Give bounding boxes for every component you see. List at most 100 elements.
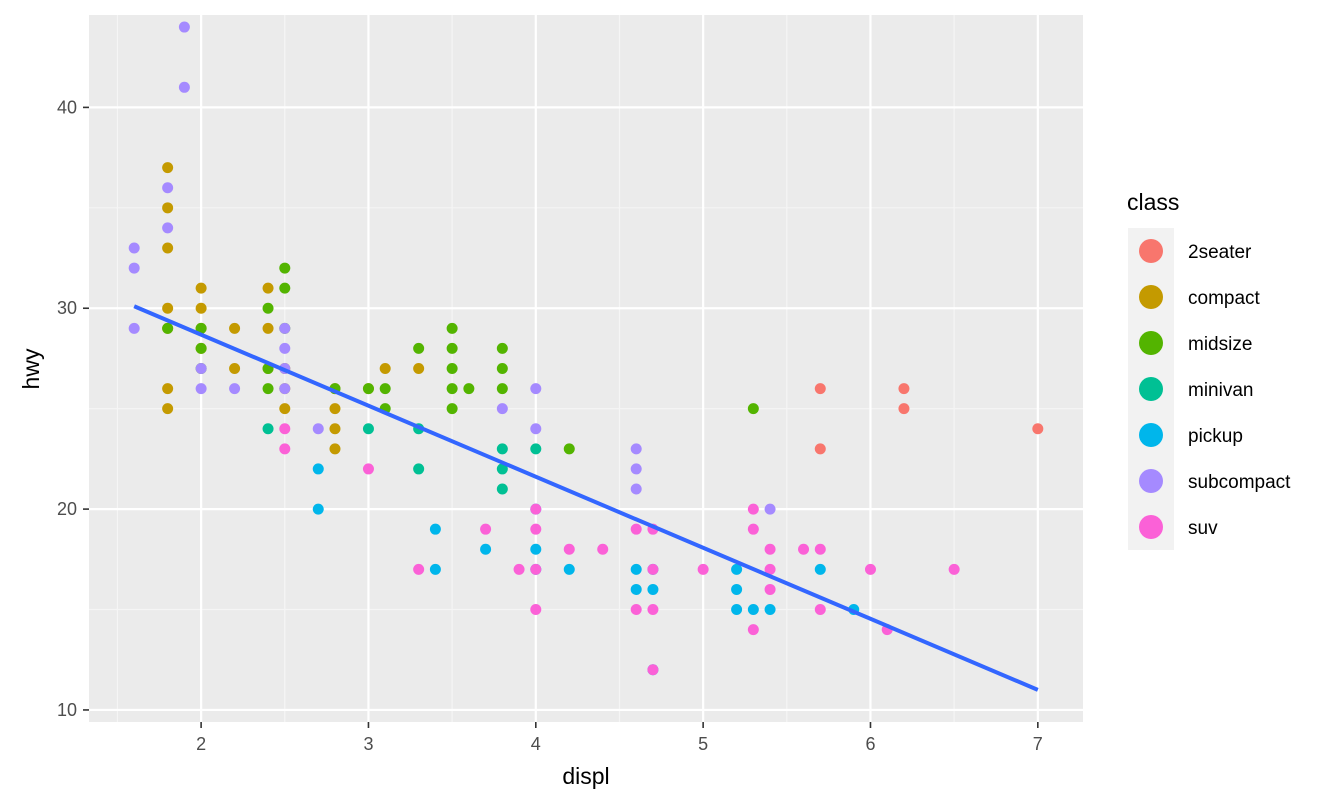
data-point-midsize [279, 262, 291, 274]
data-point-suv [747, 503, 759, 515]
y-axis-title: hwy [18, 348, 44, 389]
data-point-midsize [446, 383, 458, 395]
legend: class 2seater compact midsize minivan pickup… [1127, 189, 1291, 550]
data-points [128, 21, 1044, 676]
y-tick-label: 40 [57, 97, 77, 117]
data-point-pickup [563, 563, 575, 575]
data-point-midsize [496, 383, 508, 395]
data-point-suv [647, 563, 659, 575]
legend-label: pickup [1188, 426, 1243, 447]
legend-item-2seater: 2seater [1128, 228, 1252, 274]
data-point-suv [413, 563, 425, 575]
x-tick-label: 3 [363, 734, 373, 754]
legend-item-subcompact: subcompact [1128, 458, 1291, 504]
data-point-midsize [195, 342, 207, 354]
data-point-suv [647, 664, 659, 676]
y-tick-labels: 10 20 30 40 [57, 97, 77, 720]
data-point-midsize [362, 383, 374, 395]
data-point-compact [195, 302, 207, 314]
data-point-pickup [429, 563, 441, 575]
legend-title: class [1127, 189, 1179, 215]
legend-label: compact [1188, 288, 1261, 309]
data-point-subcompact [530, 383, 542, 395]
data-point-midsize [747, 403, 759, 415]
data-point-subcompact [279, 342, 291, 354]
data-point-midsize [413, 342, 425, 354]
legend-item-pickup: pickup [1128, 412, 1243, 458]
data-point-compact [262, 322, 274, 334]
data-point-compact [162, 202, 174, 214]
data-point-subcompact [162, 222, 174, 234]
legend-label: 2seater [1188, 242, 1252, 263]
data-point-subcompact [279, 322, 291, 334]
data-point-compact [379, 363, 391, 374]
data-point-compact [329, 403, 341, 415]
data-point-suv [864, 563, 876, 575]
data-point-subcompact [312, 423, 324, 435]
legend-key [1139, 285, 1163, 309]
legend-key [1139, 423, 1163, 447]
trend-line [133, 304, 1039, 692]
data-point-suv [530, 563, 542, 575]
data-point-pickup [312, 503, 324, 515]
data-point-midsize [446, 403, 458, 415]
legend-key [1139, 377, 1163, 401]
data-point-compact [413, 363, 425, 374]
data-point-suv [798, 543, 810, 555]
data-point-suv [764, 563, 776, 575]
data-point-compact [162, 302, 174, 314]
data-point-subcompact [496, 403, 508, 415]
legend-label: midsize [1188, 334, 1252, 355]
data-point-suv [530, 503, 542, 515]
data-point-midsize [262, 302, 274, 314]
data-point-suv [513, 563, 525, 575]
y-tick-label: 10 [57, 700, 77, 720]
data-point-suv [530, 604, 542, 616]
legend-item-midsize: midsize [1128, 320, 1252, 366]
data-point-pickup [731, 604, 743, 616]
data-point-compact [229, 363, 241, 374]
data-point-pickup [814, 563, 826, 575]
data-point-minivan [496, 483, 508, 495]
x-tick-label: 2 [196, 734, 206, 754]
data-point-suv [764, 583, 776, 595]
data-point-suv [764, 543, 776, 555]
data-point-minivan [496, 463, 508, 475]
legend-item-minivan: minivan [1128, 366, 1253, 412]
data-point-compact [162, 403, 174, 415]
data-point-minivan [496, 443, 508, 455]
data-point-pickup [647, 583, 659, 595]
data-point-suv [362, 463, 374, 475]
plot-panel [89, 15, 1083, 722]
data-point-suv [630, 523, 642, 535]
x-tick-label: 5 [698, 734, 708, 754]
data-point-compact [279, 403, 291, 415]
legend-item-suv: suv [1128, 504, 1218, 550]
data-point-2seater [898, 403, 910, 415]
x-tick-labels: 2 3 4 5 6 7 [196, 734, 1043, 754]
data-point-subcompact [128, 262, 140, 274]
data-point-subcompact [279, 383, 291, 395]
data-point-minivan [262, 423, 274, 435]
data-point-pickup [312, 463, 324, 475]
series-subcompact [128, 21, 776, 515]
data-point-subcompact [162, 182, 174, 194]
data-point-suv [597, 543, 609, 555]
data-point-compact [162, 162, 174, 174]
data-point-2seater [814, 383, 826, 395]
data-point-compact [329, 443, 341, 455]
data-point-subcompact [128, 322, 140, 334]
legend-key [1139, 469, 1163, 493]
data-point-midsize [446, 322, 458, 334]
data-point-subcompact [630, 483, 642, 495]
data-point-subcompact [630, 443, 642, 455]
data-point-suv [279, 423, 291, 435]
x-tick-label: 7 [1033, 734, 1043, 754]
y-tick-label: 20 [57, 499, 77, 519]
data-point-subcompact [178, 81, 190, 93]
legend-key [1139, 239, 1163, 263]
data-point-midsize [463, 383, 475, 395]
data-point-pickup [764, 604, 776, 616]
y-tick-label: 30 [57, 298, 77, 318]
